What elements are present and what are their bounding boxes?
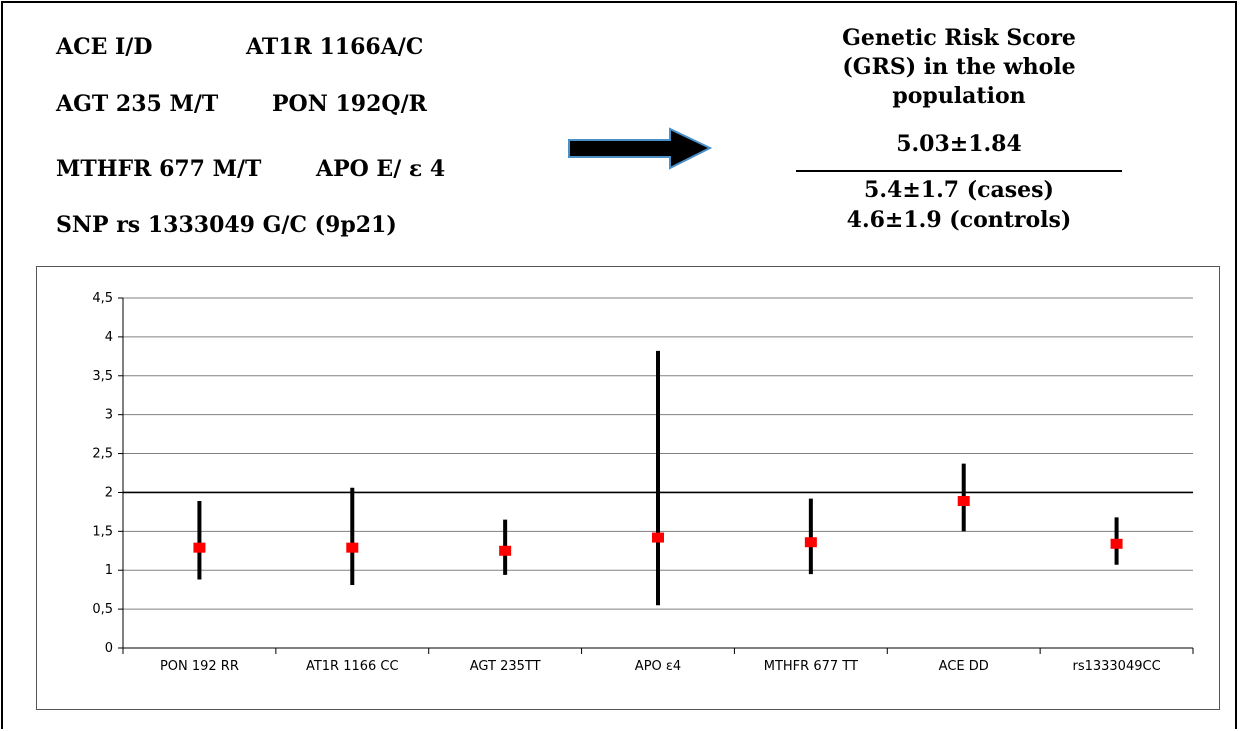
y-tick-label: 3,5 — [92, 369, 113, 384]
data-point — [193, 542, 206, 553]
point-layer — [193, 496, 1123, 556]
grs-title-line3: population — [892, 83, 1026, 109]
gene-snp: SNP rs 1333049 G/C (9p21) — [56, 212, 397, 238]
gene-agt: AGT 235 M/T — [56, 91, 219, 117]
y-tick-label: 2 — [105, 485, 113, 500]
label-layer: 0 0,5 1 1,5 2 2,5 3 3,5 4 4,5 PON 192 RR AT1R 1166 … — [92, 291, 1160, 674]
gene-mthfr: MTHFR 677 M/T — [56, 156, 262, 182]
x-tick-label: ACE DD — [939, 659, 989, 674]
grs-cases: 5.4±1.7 (cases) — [864, 177, 1054, 203]
error-bar-layer — [197, 350, 1119, 606]
right-arrow-icon — [568, 127, 713, 170]
y-tick-label: 4 — [105, 330, 113, 345]
y-tick-label: 2,5 — [92, 447, 113, 462]
grs-title-line2: (GRS) in the whole — [842, 54, 1076, 80]
data-point — [957, 496, 970, 506]
y-tick-label: 0,5 — [92, 602, 113, 617]
y-tick-label: 0 — [105, 641, 113, 656]
gene-pon: PON 192Q/R — [272, 91, 427, 117]
grs-whole-value: 5.03±1.84 — [896, 131, 1022, 157]
data-point — [804, 537, 817, 548]
forest-chart: 0 0,5 1 1,5 2 2,5 3 3,5 4 4,5 PON 192 RR AT1R 1166 … — [92, 291, 1194, 674]
gene-ace: ACE I/D — [56, 34, 153, 60]
x-tick-label: PON 192 RR — [160, 659, 239, 674]
data-point — [652, 532, 664, 543]
x-tick-label: AT1R 1166 CC — [306, 659, 399, 674]
y-tick-label: 4,5 — [92, 291, 113, 306]
data-point — [1110, 538, 1123, 549]
x-tick-label: AGT 235TT — [470, 659, 541, 674]
grs-controls: 4.6±1.9 (controls) — [846, 207, 1072, 233]
x-tick-label: rs1333049CC — [1072, 659, 1160, 674]
y-tick-label: 1 — [105, 563, 113, 578]
axis-layer — [118, 297, 1194, 654]
grs-divider — [796, 170, 1122, 172]
chart-container: 0 0,5 1 1,5 2 2,5 3 3,5 4 4,5 PON 192 RR AT1R 1166 … — [36, 266, 1220, 710]
data-point — [499, 545, 512, 556]
y-tick-label: 3 — [105, 408, 113, 423]
data-point — [346, 542, 359, 553]
grs-title-line1: Genetic Risk Score — [842, 25, 1076, 51]
y-tick-label: 1,5 — [92, 524, 113, 539]
x-tick-label: MTHFR 677 TT — [764, 659, 858, 674]
gene-apo: APO E/ ε 4 — [316, 156, 446, 182]
gene-at1r: AT1R 1166A/C — [246, 34, 424, 60]
x-tick-label: APO ε4 — [635, 659, 681, 674]
